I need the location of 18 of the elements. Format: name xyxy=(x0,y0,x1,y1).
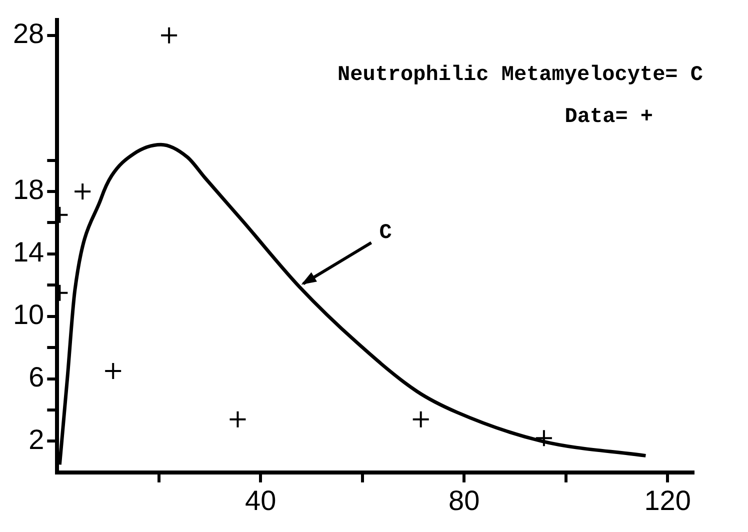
y-tick-label: 14 xyxy=(12,236,44,268)
y-tick-label: 18 xyxy=(12,174,44,206)
y-tick-label: 2 xyxy=(28,424,44,455)
x-tick-label: 120 xyxy=(644,484,691,516)
point xyxy=(412,410,430,428)
x-tick-label: 80 xyxy=(448,484,480,516)
x-tick-label: 40 xyxy=(245,484,276,516)
point xyxy=(160,26,178,44)
point xyxy=(74,182,92,200)
y-tick-label: 28 xyxy=(12,18,44,50)
point xyxy=(228,410,247,428)
y-tick-label: 6 xyxy=(28,361,44,392)
y-tick-label: 10 xyxy=(12,299,44,330)
annotation: C xyxy=(379,222,392,245)
point xyxy=(534,429,553,448)
annotation: Data= + xyxy=(564,106,653,130)
point xyxy=(104,362,122,380)
annotation: Neutrophilic Metamyelocyte= C xyxy=(338,64,704,88)
